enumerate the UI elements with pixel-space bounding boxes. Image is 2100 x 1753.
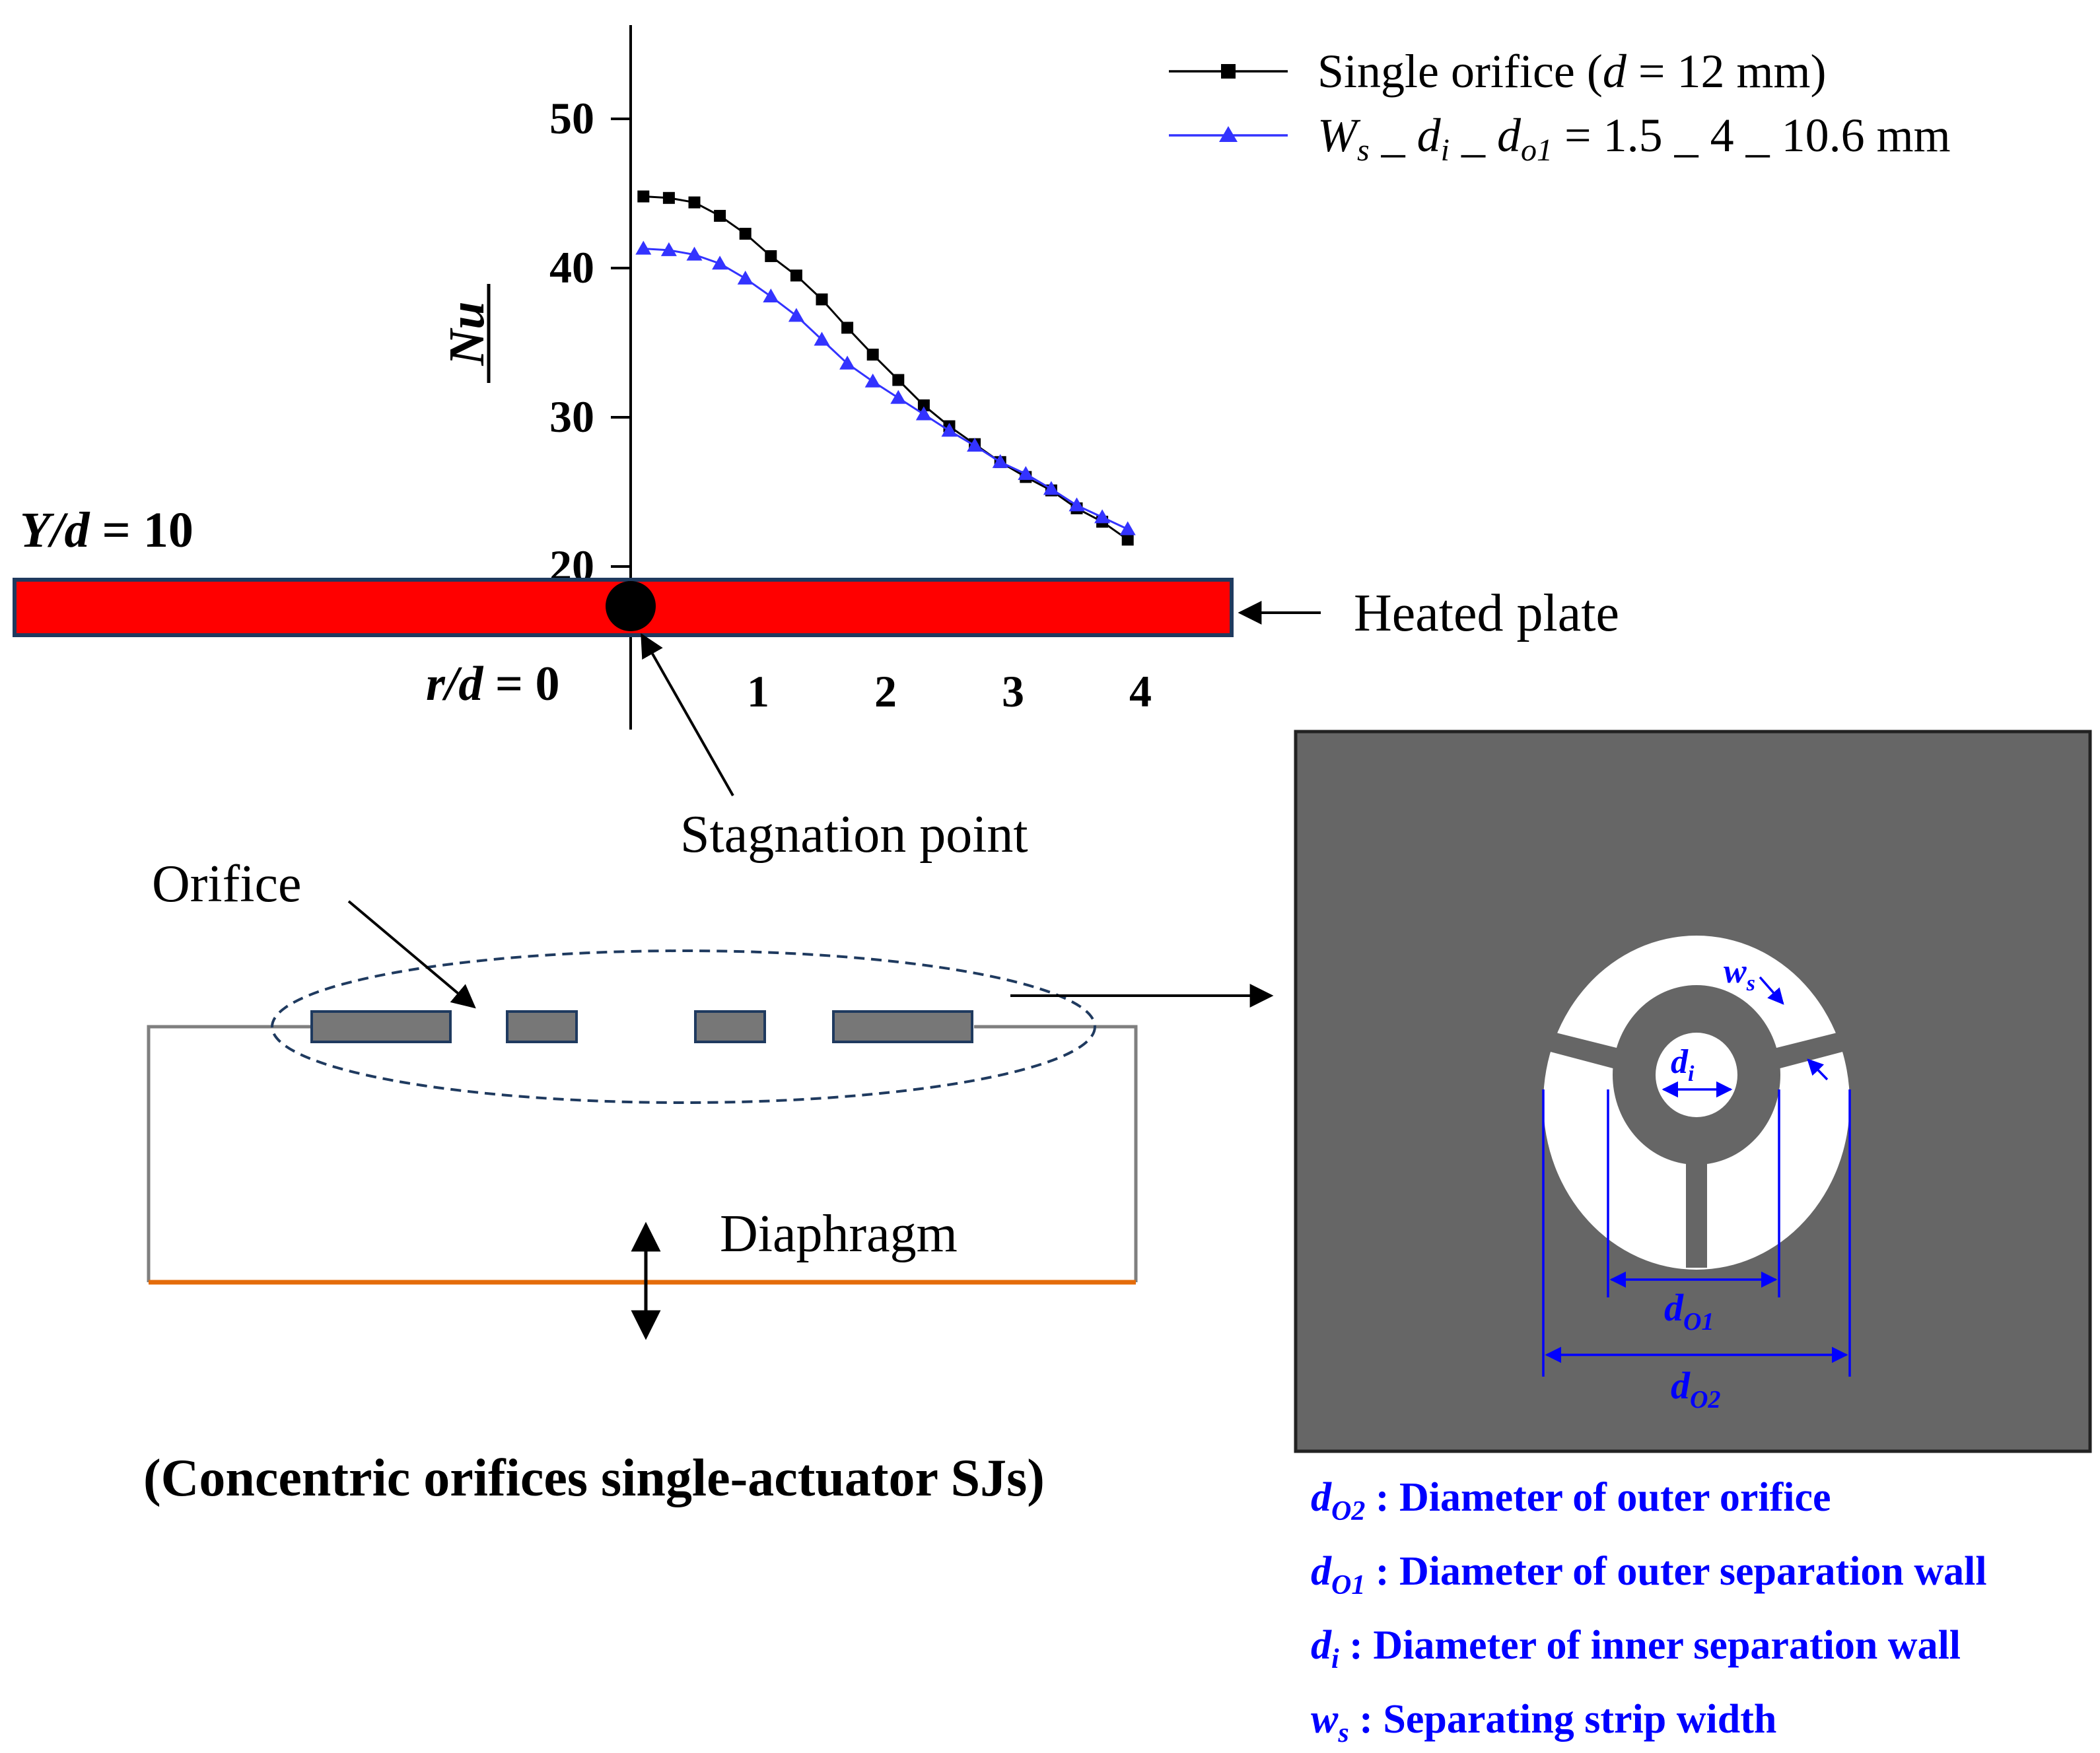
data-point [892, 374, 905, 386]
data-point [917, 399, 930, 411]
y-axis-label: Nu [439, 301, 495, 366]
x-tick-label: 2 [874, 666, 897, 716]
data-point [712, 256, 728, 270]
definition-item: dO1 : Diameter of outer separation wall [1311, 1549, 1987, 1600]
data-point [1043, 481, 1059, 495]
stagnation-point-arrow [641, 633, 734, 796]
data-point [864, 373, 881, 388]
rd-prefix: r/d [426, 657, 483, 711]
yd-label: Y/d = 10 [20, 502, 193, 558]
cavity-wall [147, 1025, 310, 1282]
data-point [816, 293, 828, 306]
data-point [737, 270, 753, 285]
definitions-list: dO2 : Diameter of outer orifice dO1 : Dia… [1311, 1475, 1987, 1748]
series-1 [637, 190, 1134, 546]
legend-label: Ws _ di _ do1 = 1.5 _ 4 _ 10.6 mm [1317, 109, 1951, 168]
data-point [1119, 521, 1136, 535]
data-point [992, 454, 1008, 468]
x-tick-label: 4 [1129, 666, 1152, 716]
data-point [688, 196, 701, 209]
ws-label: ws [1724, 953, 1755, 996]
separating-strip [1545, 1030, 1619, 1070]
orifice-top-view: ws di dO1 dO2 [1294, 730, 2092, 1453]
data-point [1121, 533, 1134, 546]
data-point [915, 406, 932, 421]
y-tick-label: 30 [549, 392, 594, 442]
ws-arrow [1759, 976, 1784, 1005]
data-point [739, 228, 752, 240]
legend-entry: Single orifice (d = 12 mm) [1169, 45, 1826, 98]
data-point [814, 331, 830, 346]
legend-marker [1221, 64, 1236, 79]
orifice-arrow [347, 900, 476, 1009]
legend: Single orifice (d = 12 mm) Ws _ di _ do1 … [1169, 45, 1951, 168]
diaphragm-label: Diaphragm [720, 1205, 958, 1263]
y-tick-label: 50 [549, 93, 594, 143]
orifice-slot [506, 1010, 578, 1043]
legend-entry: Ws _ di _ do1 = 1.5 _ 4 _ 10.6 mm [1169, 109, 1951, 168]
data-point [866, 349, 879, 361]
definition-item: dO2 : Diameter of outer orifice [1311, 1475, 1831, 1527]
synthetic-jet-schematic: Diaphragm Orifice (Concentric orifices s… [143, 855, 1274, 1507]
inner-orifice [1656, 1033, 1737, 1117]
data-point [890, 390, 907, 404]
data-point [765, 250, 777, 262]
data-point [788, 308, 804, 322]
definition-item: ws : Separating strip width [1311, 1697, 1776, 1748]
data-point [635, 240, 652, 255]
heated-plate-label: Heated plate [1354, 584, 1619, 642]
legend-label: Single orifice (d = 12 mm) [1317, 45, 1826, 98]
y-tick-label: 40 [549, 242, 594, 292]
data-point [662, 191, 675, 204]
data-point [941, 423, 958, 437]
orifice-slot [694, 1010, 766, 1043]
ws-arrow [1807, 1058, 1829, 1081]
series-2 [635, 240, 1136, 535]
stagnation-point-label: Stagnation point [680, 806, 1028, 864]
x-tick-label: 1 [747, 666, 769, 716]
rd-label: r/d = 0 [426, 657, 560, 711]
orifice-label: Orifice [152, 855, 302, 913]
data-point [841, 322, 854, 334]
data-point [790, 269, 802, 282]
do2-label: dO2 [1671, 1364, 1720, 1414]
do1-label: dO1 [1664, 1286, 1714, 1336]
orifice-slot [310, 1010, 452, 1043]
data-point [967, 437, 983, 452]
di-label: di [1671, 1043, 1695, 1086]
data-point [637, 190, 650, 203]
orifice-highlight-ellipse [271, 949, 1096, 1104]
data-point [1068, 497, 1085, 512]
dimension-annotations [1542, 976, 1851, 1377]
cavity-wall [974, 1025, 1138, 1282]
separating-strip [1686, 1161, 1707, 1268]
data-point [714, 209, 726, 222]
separating-strip [1774, 1030, 1848, 1070]
data-point [660, 242, 677, 256]
definition-item: di : Diameter of inner separation wall [1311, 1623, 1961, 1674]
data-point [1018, 465, 1034, 480]
data-point [839, 355, 856, 370]
orifice-slot [832, 1010, 973, 1043]
data-point [1094, 509, 1111, 524]
caption: (Concentric orifices single-actuator SJs… [143, 1449, 1045, 1507]
data-point [686, 246, 703, 261]
data-point [763, 288, 779, 302]
series-layer [635, 190, 1136, 546]
legend-marker [1219, 126, 1238, 142]
stagnation-point-marker [606, 581, 656, 631]
x-ticks: 1 2 3 4 [747, 666, 1152, 716]
x-tick-label: 3 [1002, 666, 1024, 716]
